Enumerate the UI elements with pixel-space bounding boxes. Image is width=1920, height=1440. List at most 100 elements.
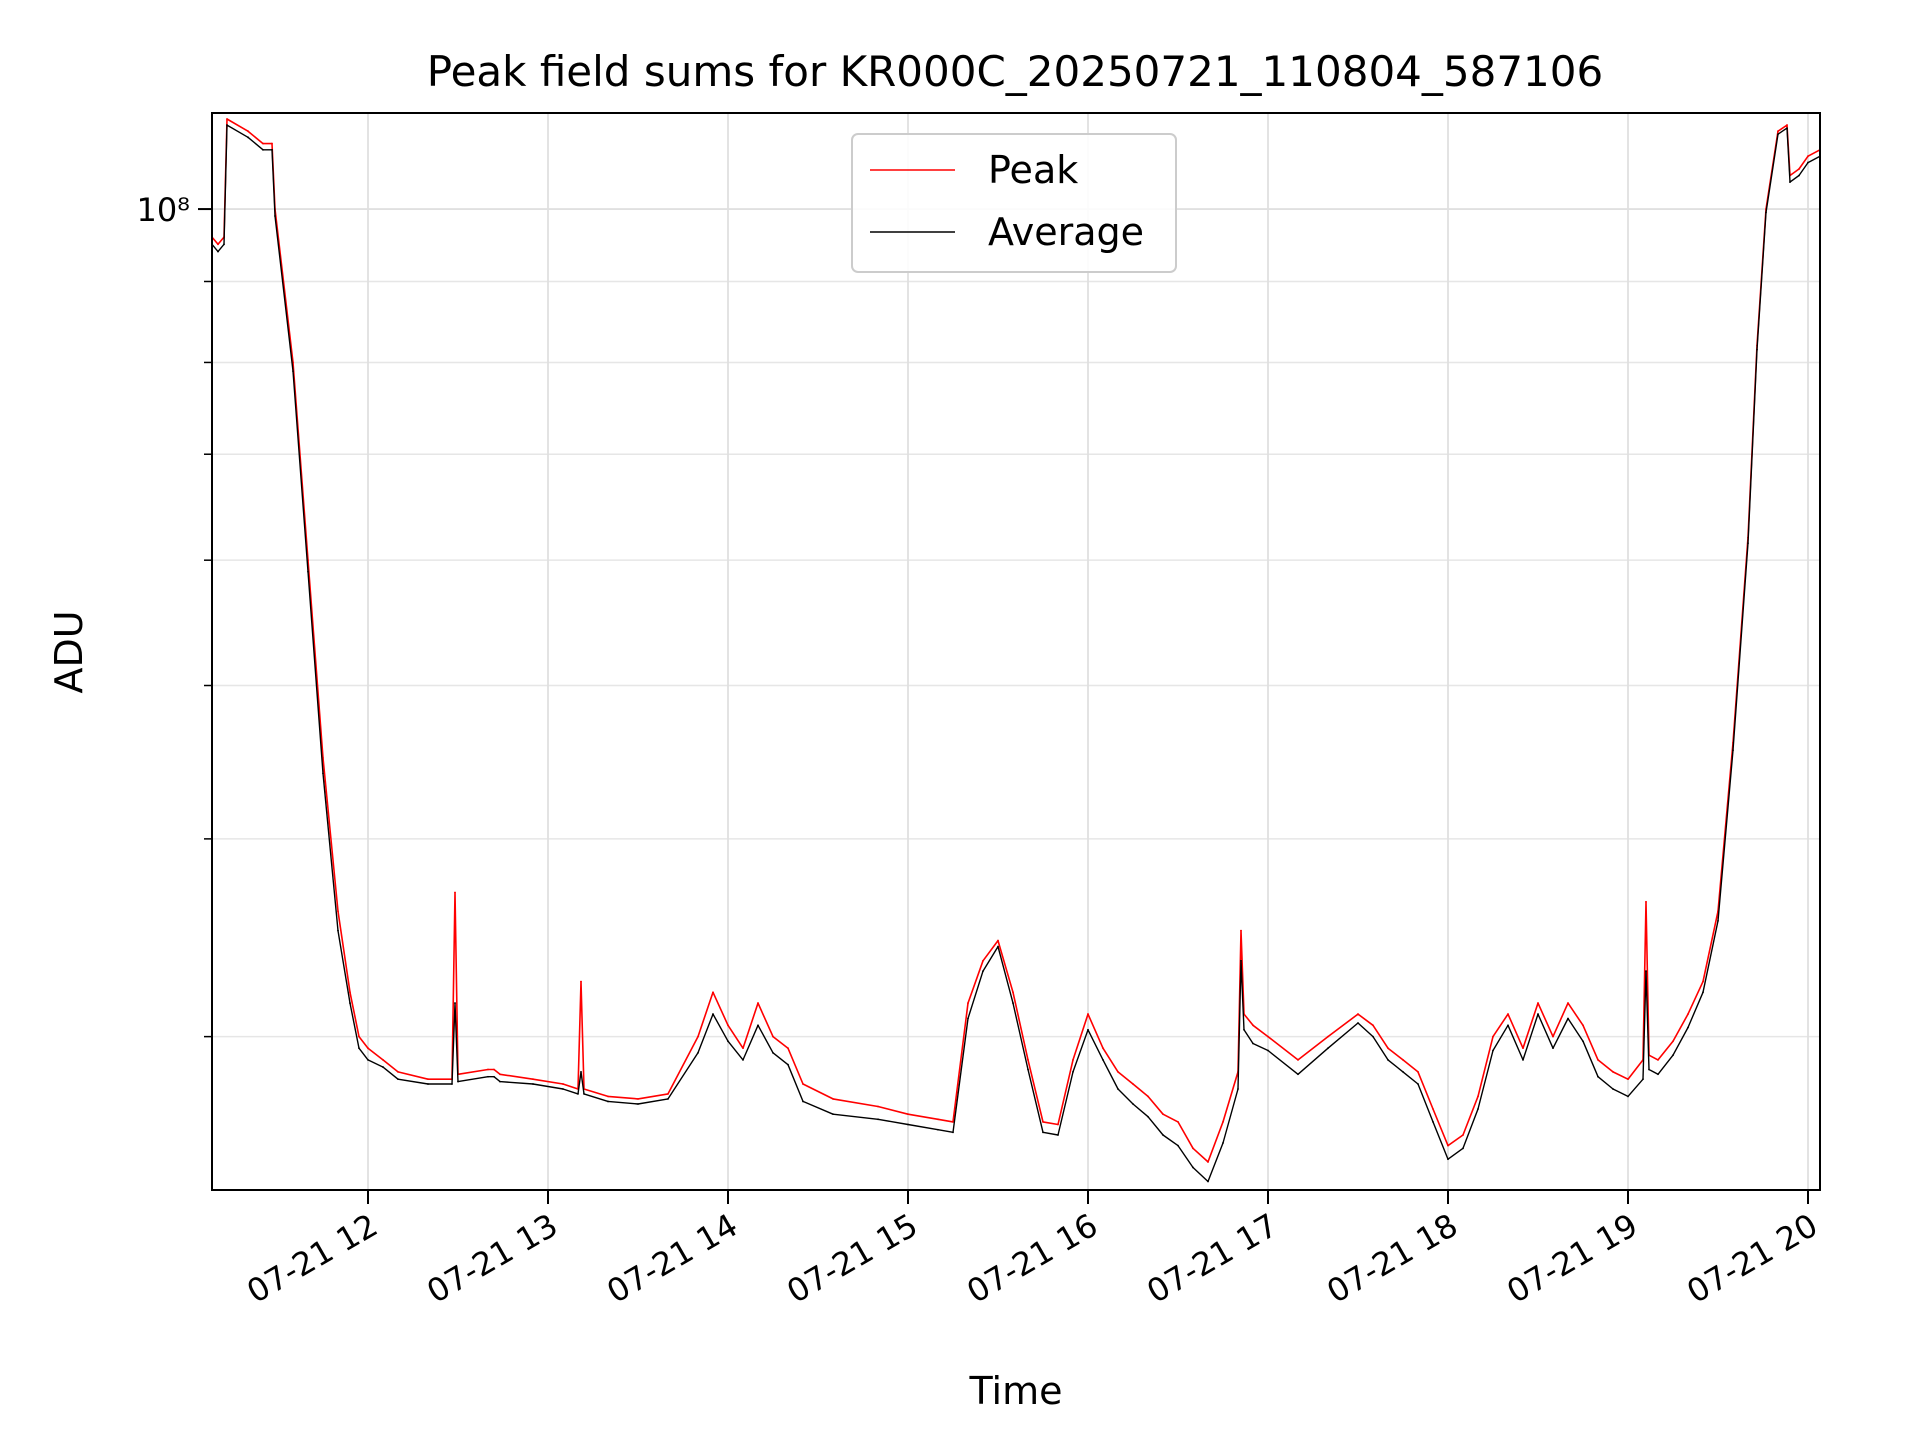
data-point-peak bbox=[247, 130, 249, 133]
data-point-peak bbox=[382, 1059, 384, 1061]
data-point-average bbox=[1222, 1142, 1224, 1144]
data-point-peak bbox=[1207, 1161, 1209, 1163]
data-point-average bbox=[451, 1083, 453, 1085]
data-point-peak bbox=[772, 1035, 774, 1038]
data-point-average bbox=[637, 1103, 639, 1105]
x-axis-label: Time bbox=[969, 1369, 1063, 1413]
data-point-average bbox=[982, 970, 984, 973]
data-point-peak bbox=[1462, 1134, 1464, 1136]
data-point-peak bbox=[1786, 124, 1788, 126]
data-point-average bbox=[1117, 1088, 1119, 1090]
data-point-peak bbox=[1612, 1070, 1614, 1073]
data-point-average bbox=[1765, 211, 1767, 214]
data-point-peak bbox=[1798, 168, 1800, 170]
data-point-peak bbox=[757, 1002, 759, 1004]
data-point-average bbox=[1102, 1059, 1104, 1061]
data-point-peak bbox=[637, 1098, 639, 1100]
data-point-average bbox=[1522, 1059, 1524, 1061]
data-point-peak bbox=[1447, 1144, 1449, 1147]
data-point-peak bbox=[1162, 1113, 1164, 1116]
data-point-average bbox=[274, 215, 276, 217]
data-point-average bbox=[1717, 920, 1719, 922]
data-point-average bbox=[382, 1066, 384, 1068]
data-point-peak bbox=[1147, 1095, 1149, 1098]
data-point-average bbox=[1162, 1134, 1164, 1136]
data-point-average bbox=[1192, 1166, 1194, 1169]
data-point-average bbox=[1552, 1047, 1554, 1050]
data-point-average bbox=[1492, 1049, 1494, 1052]
data-point-peak bbox=[487, 1068, 489, 1071]
data-point-peak bbox=[1267, 1035, 1269, 1038]
data-point-average bbox=[727, 1040, 729, 1043]
data-point-average bbox=[1648, 1068, 1650, 1071]
data-point-peak bbox=[712, 991, 714, 994]
series-layer bbox=[211, 118, 1821, 1183]
data-point-average bbox=[397, 1078, 399, 1081]
data-point-average bbox=[454, 1002, 456, 1004]
data-point-average bbox=[427, 1083, 429, 1085]
data-point-average bbox=[1657, 1073, 1659, 1076]
data-point-average bbox=[1567, 1017, 1569, 1020]
data-point-peak bbox=[1222, 1120, 1224, 1123]
data-point-average bbox=[1732, 749, 1734, 752]
data-point-peak bbox=[667, 1093, 669, 1095]
data-point-average bbox=[499, 1080, 501, 1083]
data-point-average bbox=[493, 1075, 495, 1078]
data-point-average bbox=[1672, 1054, 1674, 1057]
data-point-average bbox=[223, 243, 225, 246]
data-point-average bbox=[787, 1063, 789, 1066]
data-point-peak bbox=[1132, 1083, 1134, 1085]
data-point-average bbox=[583, 1093, 585, 1095]
data-point-peak bbox=[499, 1073, 501, 1076]
data-point-average bbox=[1417, 1083, 1419, 1085]
data-point-peak bbox=[1042, 1120, 1044, 1123]
data-point-peak bbox=[727, 1024, 729, 1027]
data-point-average bbox=[1240, 959, 1242, 962]
data-point-average bbox=[1582, 1040, 1584, 1043]
data-point-average bbox=[1777, 133, 1779, 136]
data-point-average bbox=[1297, 1073, 1299, 1076]
data-point-average bbox=[1357, 1022, 1359, 1024]
data-point-average bbox=[742, 1059, 744, 1061]
data-point-peak bbox=[1672, 1040, 1674, 1043]
data-point-peak bbox=[937, 1118, 939, 1121]
data-point-peak bbox=[1417, 1070, 1419, 1073]
y-axis-label: ADU bbox=[47, 610, 91, 693]
data-point-average bbox=[271, 148, 273, 151]
data-point-peak bbox=[1387, 1047, 1389, 1050]
data-point-average bbox=[772, 1051, 774, 1054]
data-point-peak bbox=[1567, 1002, 1569, 1004]
data-point-average bbox=[1057, 1134, 1059, 1136]
data-point-peak bbox=[397, 1070, 399, 1073]
data-point-average bbox=[1477, 1108, 1479, 1110]
data-point-average bbox=[337, 929, 339, 932]
data-point-average bbox=[952, 1131, 954, 1134]
data-point-average bbox=[577, 1093, 579, 1095]
data-point-average bbox=[1147, 1115, 1149, 1118]
data-point-average bbox=[307, 570, 309, 573]
data-point-peak bbox=[1687, 1013, 1689, 1015]
data-point-average bbox=[1087, 1028, 1089, 1031]
data-point-peak bbox=[787, 1047, 789, 1050]
data-point-peak bbox=[997, 939, 999, 942]
data-point-peak bbox=[1252, 1024, 1254, 1027]
data-point-average bbox=[457, 1080, 459, 1083]
data-point-average bbox=[1789, 181, 1791, 184]
data-point-peak bbox=[982, 959, 984, 962]
data-point-peak bbox=[1432, 1108, 1434, 1110]
data-point-peak bbox=[493, 1068, 495, 1071]
data-point-average bbox=[1807, 161, 1809, 164]
data-point-average bbox=[697, 1051, 699, 1054]
data-point-peak bbox=[337, 910, 339, 913]
legend-label-average: Average bbox=[988, 210, 1144, 254]
data-point-peak bbox=[1117, 1070, 1119, 1073]
data-point-average bbox=[487, 1075, 489, 1078]
data-point-average bbox=[1627, 1095, 1629, 1098]
grid-lines bbox=[212, 113, 1820, 1190]
data-point-peak bbox=[1012, 991, 1014, 994]
data-point-peak bbox=[1177, 1120, 1179, 1123]
data-point-average bbox=[1642, 1078, 1644, 1081]
data-point-average bbox=[607, 1100, 609, 1103]
data-point-average bbox=[1132, 1103, 1134, 1105]
data-point-peak bbox=[1057, 1123, 1059, 1126]
